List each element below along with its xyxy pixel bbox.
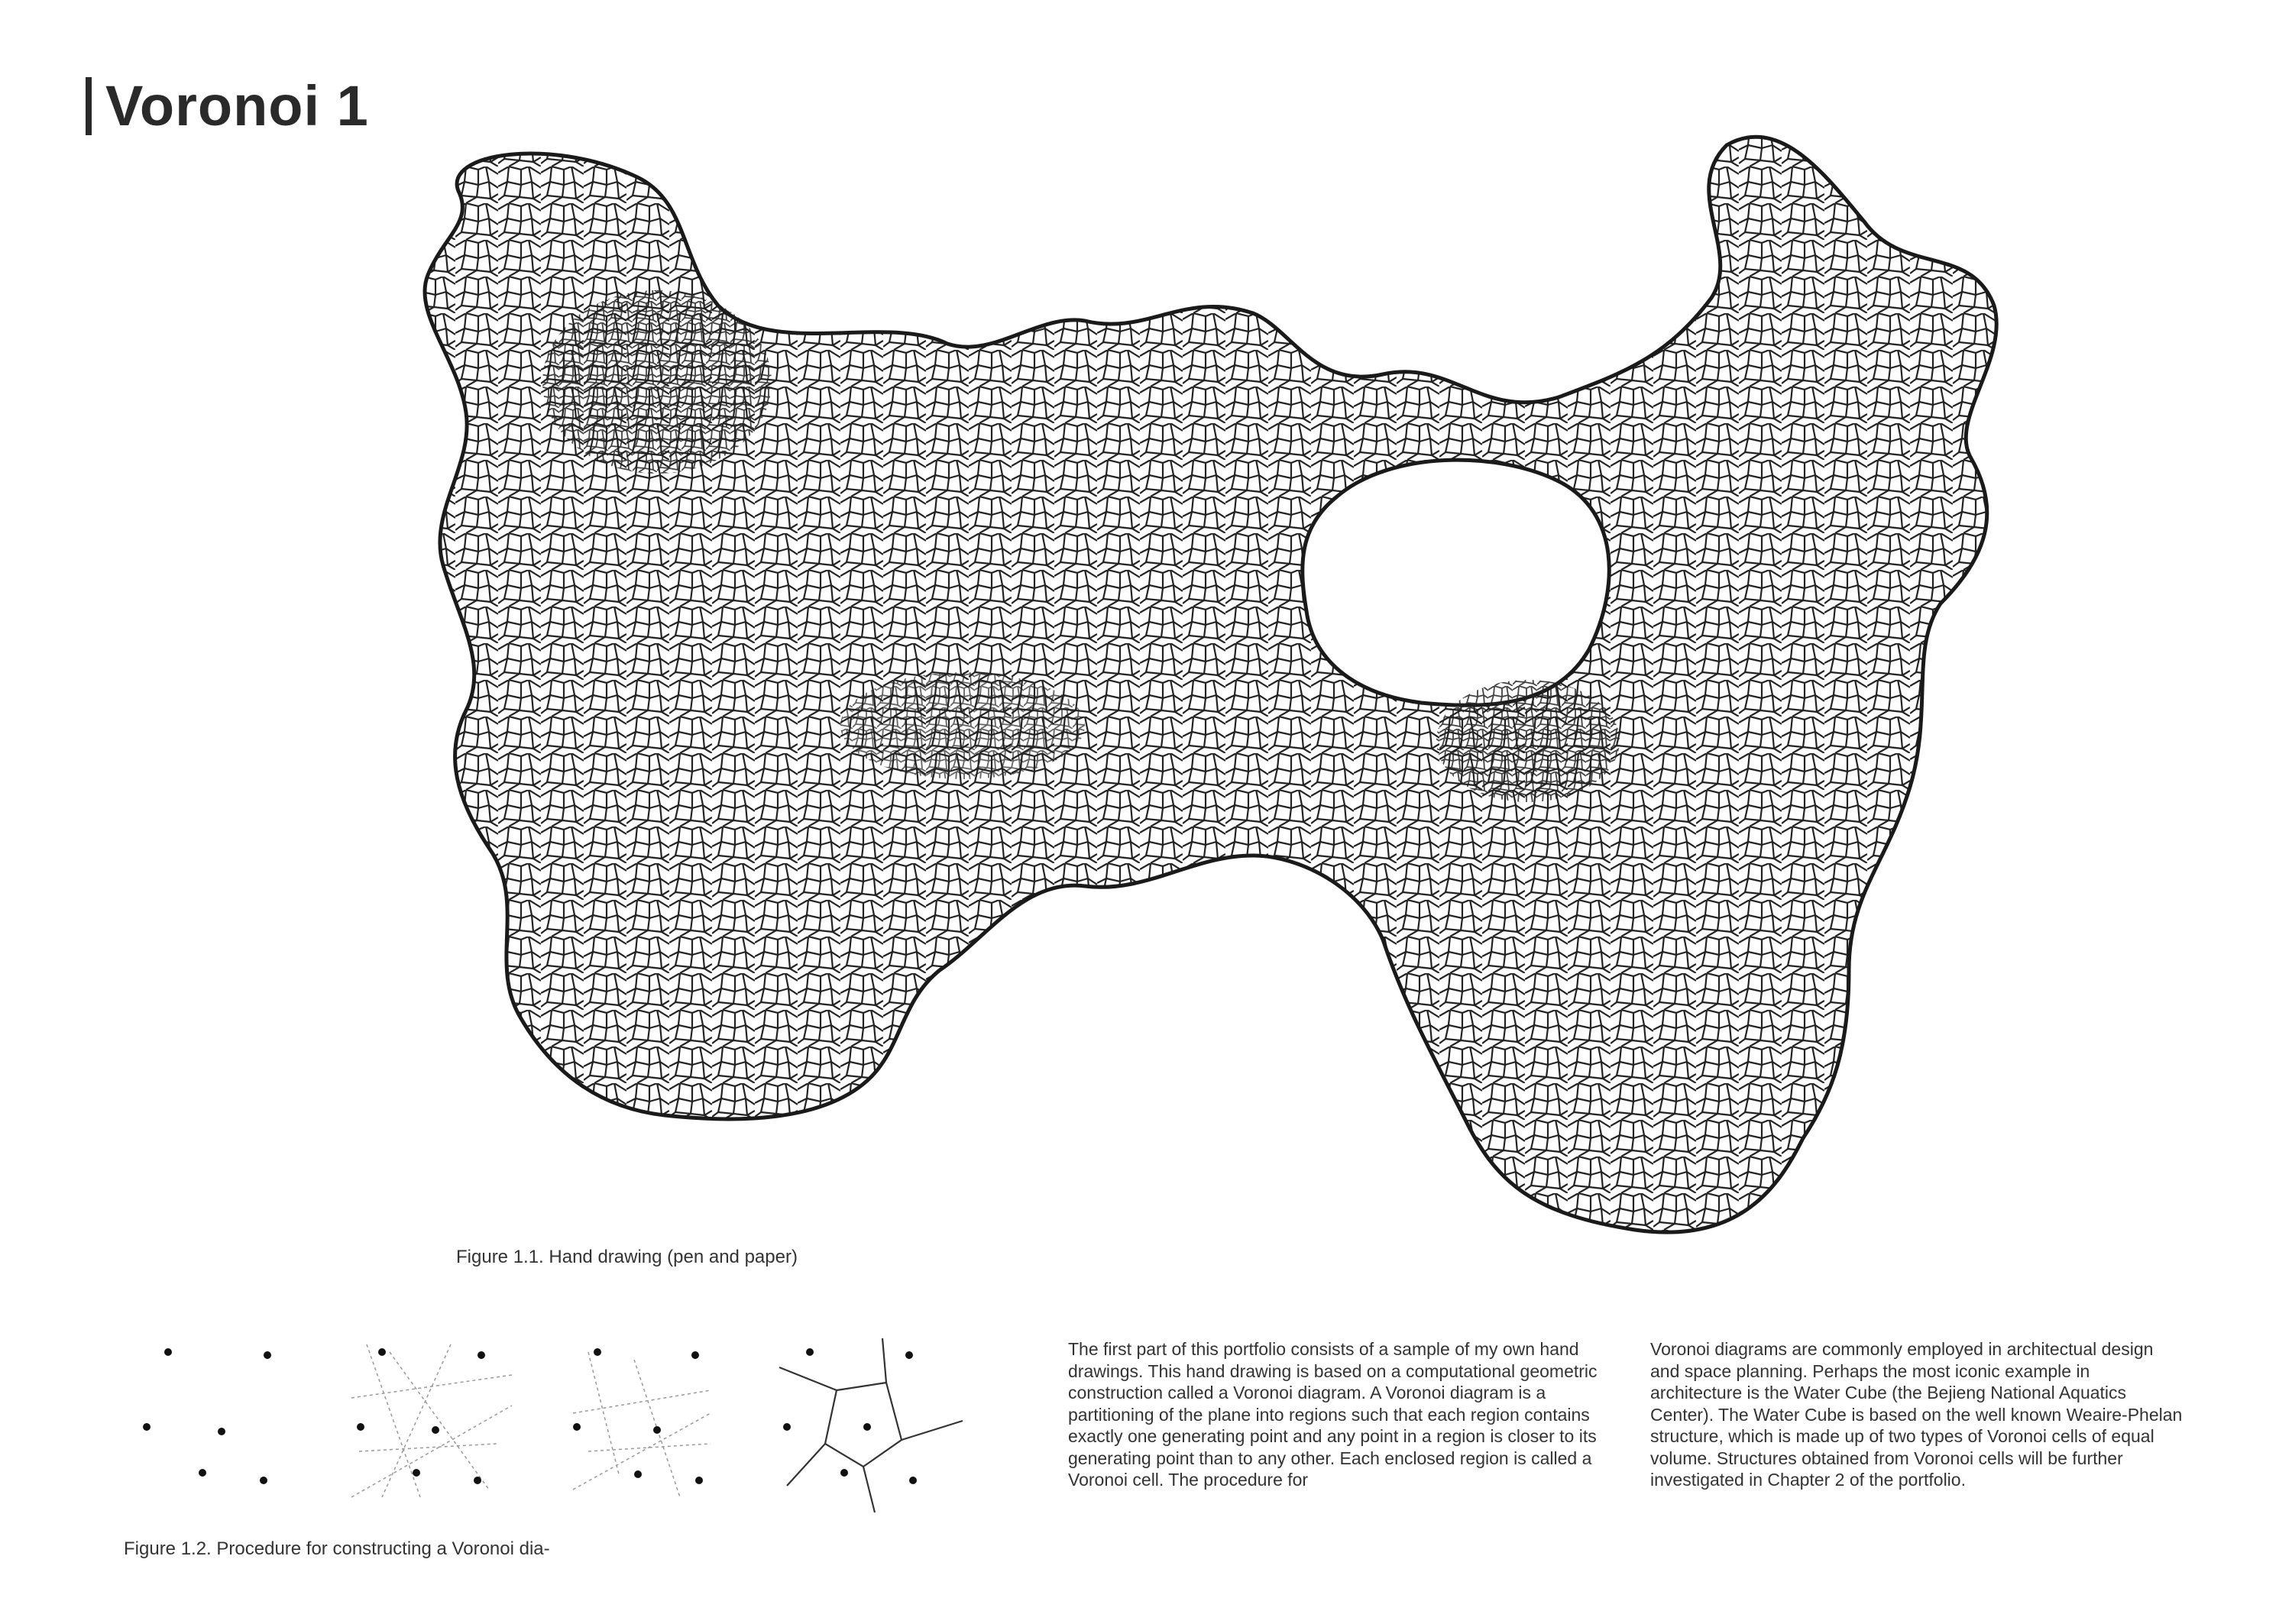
- page-title: Voronoi 1: [105, 74, 369, 137]
- body-text-column-2: Voronoi diagrams are commonly employed i…: [1650, 1338, 2185, 1491]
- figure-1-1-caption: Figure 1.1. Hand drawing (pen and paper): [456, 1247, 798, 1267]
- dense-cell-region: [1436, 680, 1620, 802]
- step-4-voronoi-cells: [779, 1338, 963, 1512]
- figure-1-2-caption: Figure 1.2. Procedure for constructing a…: [124, 1538, 550, 1559]
- step-3-partial-cells: [572, 1348, 711, 1498]
- step-1-points: [143, 1348, 271, 1484]
- title-bar-accent: [86, 76, 92, 135]
- voronoi-procedure-diagram: [143, 1338, 963, 1512]
- step-2-bisectors: [351, 1344, 513, 1498]
- voronoi-hand-drawing: [422, 134, 1999, 1234]
- dense-cell-region: [840, 672, 1085, 779]
- page-title-block: Voronoi 1: [86, 73, 369, 138]
- dense-cell-region: [542, 290, 772, 474]
- body-text-column-1: The first part of this portfolio consist…: [1068, 1338, 1603, 1491]
- paragraph-voronoi-architecture: Voronoi diagrams are commonly employed i…: [1650, 1339, 2183, 1490]
- paragraph-voronoi-intro: The first part of this portfolio consist…: [1068, 1339, 1598, 1490]
